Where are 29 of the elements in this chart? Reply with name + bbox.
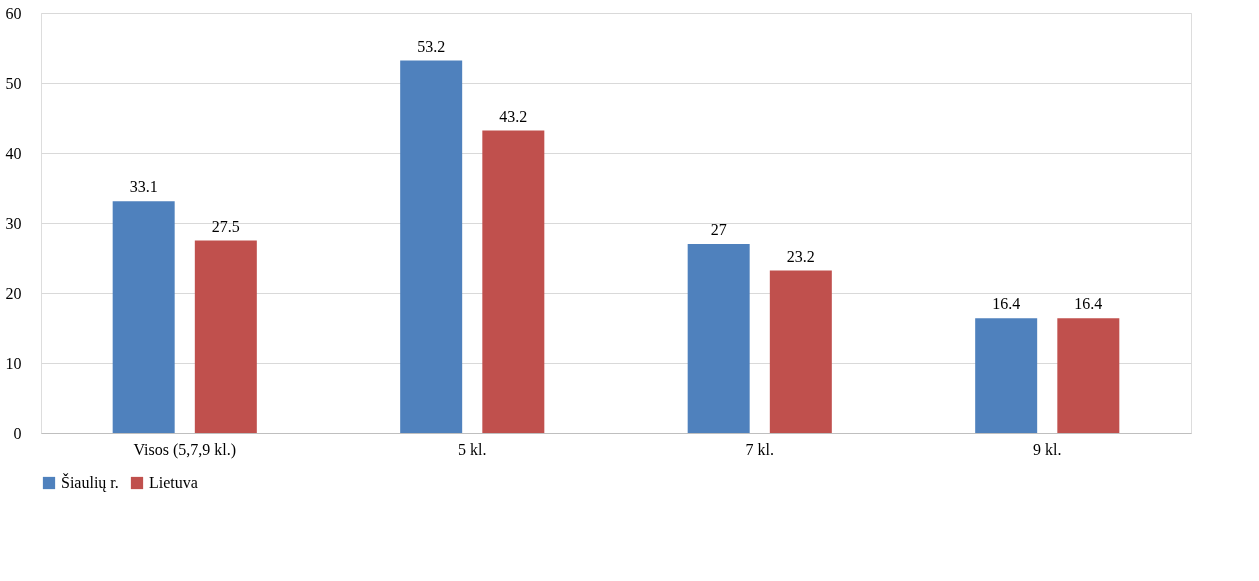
y-tick-label: 0 bbox=[13, 424, 22, 442]
data-label: 16.4 bbox=[1074, 295, 1103, 313]
data-label: 33.1 bbox=[129, 178, 158, 196]
bar bbox=[1057, 318, 1120, 433]
bar bbox=[769, 270, 832, 433]
bar bbox=[482, 130, 545, 433]
bar bbox=[400, 60, 463, 433]
y-tick-label: 10 bbox=[5, 354, 22, 372]
bar bbox=[194, 240, 257, 433]
bar bbox=[112, 201, 175, 433]
y-tick-label: 30 bbox=[5, 214, 22, 232]
bar bbox=[687, 244, 750, 433]
data-label: 16.4 bbox=[992, 295, 1021, 313]
data-label: 27.5 bbox=[211, 217, 240, 235]
x-tick-label: 9 kl. bbox=[1033, 440, 1062, 458]
legend-label: Šiaulių r. bbox=[61, 473, 119, 492]
data-label: 53.2 bbox=[417, 37, 446, 55]
x-tick-label: 7 kl. bbox=[745, 440, 774, 458]
y-tick-label: 40 bbox=[5, 144, 22, 162]
y-tick-label: 60 bbox=[5, 4, 22, 22]
bar bbox=[975, 318, 1038, 433]
data-label: 43.2 bbox=[499, 107, 528, 125]
data-label: 23.2 bbox=[786, 247, 815, 265]
x-tick-label: Visos (5,7,9 kl.) bbox=[133, 440, 237, 459]
y-tick-label: 50 bbox=[5, 74, 22, 92]
legend-label: Lietuva bbox=[149, 474, 198, 491]
x-tick-label: 5 kl. bbox=[458, 440, 487, 458]
y-tick-label: 20 bbox=[5, 284, 22, 302]
data-label: 27 bbox=[710, 221, 727, 238]
